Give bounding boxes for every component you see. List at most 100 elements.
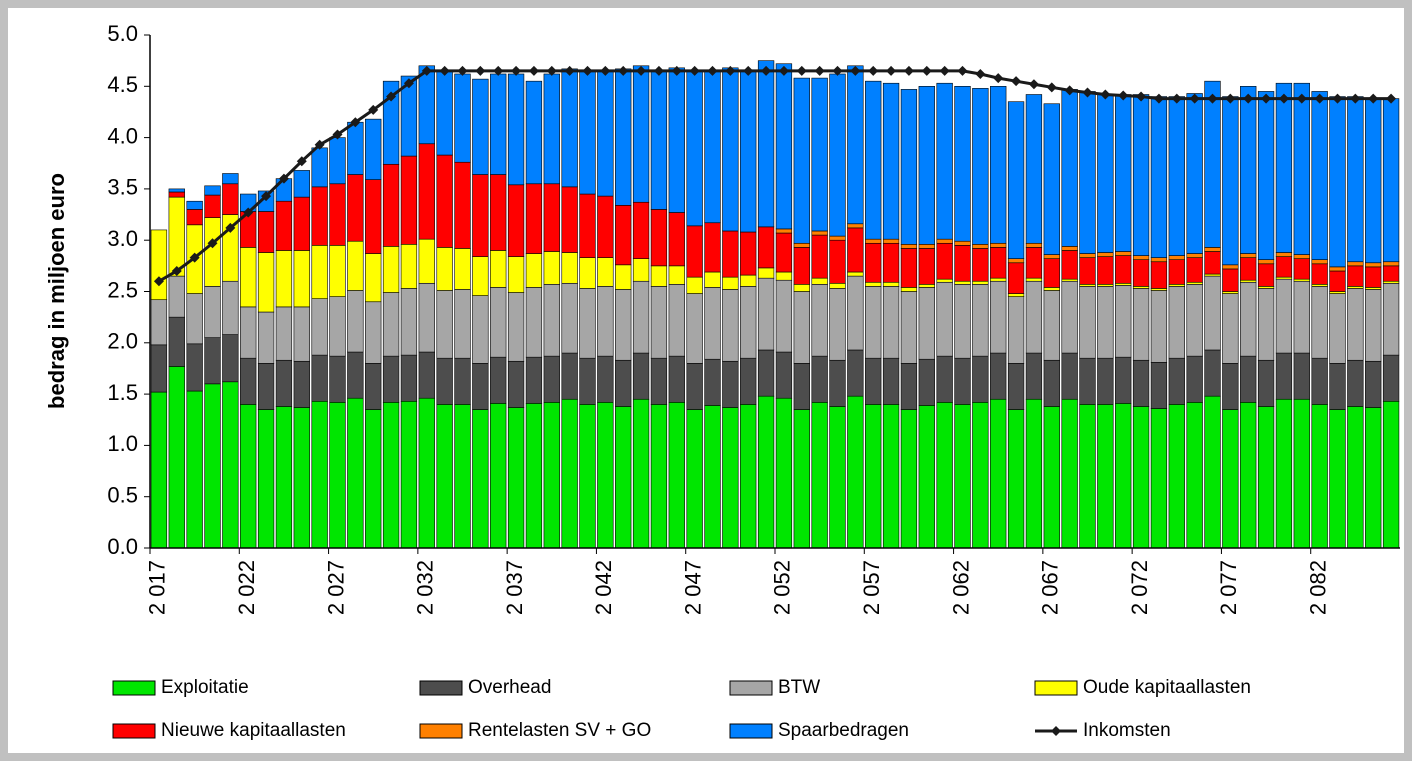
bar-segment: [472, 256, 489, 296]
bar-segment: [543, 402, 560, 549]
bar-segment: [1186, 281, 1203, 285]
bar-segment: [561, 282, 578, 354]
y-tick-label: 2.0: [107, 329, 138, 354]
bar-segment: [525, 403, 543, 549]
bar-segment: [1043, 290, 1060, 361]
x-tick-label: 2 037: [502, 560, 527, 615]
line-marker: [582, 65, 593, 76]
bar-segment: [1132, 359, 1150, 407]
bar-segment: [990, 352, 1007, 400]
bar-segment: [579, 404, 596, 549]
bar-segment: [990, 398, 1007, 549]
line-marker: [546, 65, 557, 76]
bar-segment: [311, 245, 328, 299]
x-tick-label: 2 017: [145, 560, 170, 615]
bar-segment: [204, 217, 221, 287]
bar-segment: [365, 118, 382, 180]
bar-segment: [972, 402, 989, 549]
bar-segment: [1293, 352, 1310, 400]
bar-segment: [490, 73, 507, 175]
bar-segment: [632, 280, 650, 354]
bar-segment: [1311, 263, 1328, 285]
legend-swatch: [112, 723, 156, 739]
bar-segment: [222, 334, 239, 383]
line-marker: [796, 65, 807, 76]
line-marker: [921, 65, 932, 76]
bar-segment: [1365, 262, 1382, 268]
legend-label: Exploitatie: [161, 677, 249, 698]
bar-segment: [507, 360, 525, 408]
bar-segment: [329, 137, 346, 185]
bar-segment: [240, 247, 257, 308]
bar-segment: [954, 86, 971, 242]
bar-segment: [1347, 288, 1364, 361]
bar-segment: [757, 395, 775, 549]
bar-segment: [1365, 360, 1382, 408]
line-marker: [1171, 93, 1182, 104]
bar-segment: [1079, 253, 1096, 258]
bar-segment: [668, 284, 685, 357]
bar-segment: [150, 229, 168, 301]
bar-segment: [704, 70, 721, 224]
bar-segment: [1043, 258, 1060, 288]
bar-segment: [418, 238, 435, 284]
bar-segment: [900, 248, 918, 288]
bar-segment: [490, 287, 507, 358]
bar-segment: [775, 351, 793, 399]
bar-segment: [704, 405, 721, 549]
x-tick-label: 2 057: [859, 560, 884, 615]
line-marker: [653, 65, 664, 76]
bar-segment: [1025, 352, 1043, 400]
line-marker: [636, 65, 647, 76]
bar-segment: [507, 256, 525, 293]
bar-segment: [972, 280, 989, 285]
bar-segment: [257, 409, 275, 549]
bar-segment: [525, 80, 543, 185]
bar-segment: [1311, 284, 1328, 287]
bar-segment: [454, 357, 471, 405]
legend-label: BTW: [778, 677, 820, 698]
bar-segment: [1007, 409, 1025, 549]
bar-segment: [1115, 285, 1132, 358]
bar-segment: [990, 242, 1007, 248]
bar-segment: [204, 337, 221, 385]
bar-segment: [936, 402, 953, 549]
bar-segment: [954, 280, 971, 285]
bar-segment: [347, 290, 364, 353]
bar-segment: [1204, 275, 1221, 351]
bar-segment: [1079, 357, 1096, 405]
bar-segment: [382, 292, 400, 357]
bar-segment: [1007, 363, 1025, 410]
bar-segment: [1043, 359, 1060, 407]
line-marker: [939, 65, 950, 76]
bar-segment: [1293, 278, 1310, 282]
bar-segment: [1204, 395, 1221, 549]
bar-segment: [775, 63, 793, 230]
legend-label: Rentelasten SV + GO: [468, 720, 651, 741]
line-marker: [386, 91, 397, 102]
bar-segment: [990, 86, 1007, 244]
bar-segment: [811, 277, 828, 285]
bar-segment: [204, 185, 221, 196]
x-tick-label: 2 067: [1038, 560, 1063, 615]
bar-segment: [490, 174, 507, 251]
line-marker: [1100, 89, 1111, 100]
bar-segment: [472, 78, 489, 175]
bar-segment: [668, 265, 685, 285]
bar-segment: [1186, 284, 1203, 357]
line-marker: [1350, 93, 1361, 104]
bar-segment: [400, 354, 418, 402]
line-marker: [261, 191, 272, 202]
bar-segment: [293, 250, 310, 308]
bar-segment: [365, 301, 382, 364]
bar-segment: [1168, 259, 1185, 285]
bar-segment: [347, 351, 364, 399]
bar-segment: [168, 191, 185, 198]
bar-segment: [757, 277, 775, 351]
bar-segment: [1275, 276, 1293, 280]
bar-segment: [579, 69, 596, 195]
bar-segment: [615, 289, 632, 361]
bar-segment: [1204, 247, 1221, 252]
bar-segment: [472, 174, 489, 257]
